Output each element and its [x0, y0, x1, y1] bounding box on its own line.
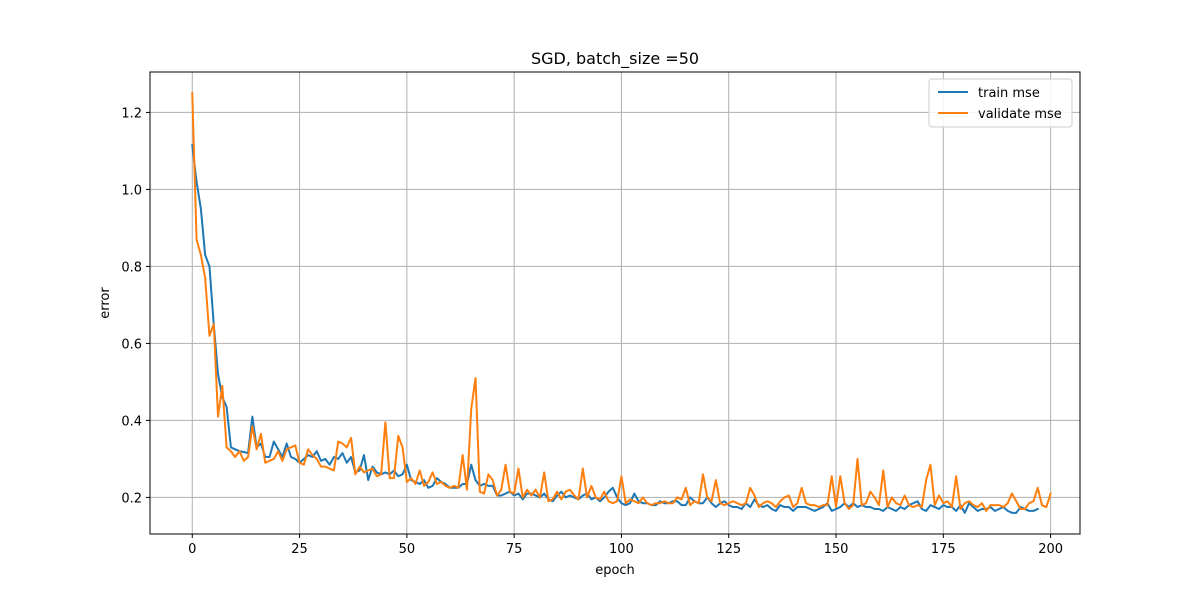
y-tick-label: 0.4 — [121, 414, 142, 429]
y-tick-label: 0.6 — [121, 337, 142, 352]
y-tick-label: 0.8 — [121, 260, 142, 275]
legend: train mse validate mse — [928, 78, 1073, 128]
x-tick-label: 50 — [399, 542, 416, 557]
x-tick-label: 125 — [716, 542, 741, 557]
x-tick-label: 175 — [931, 542, 956, 557]
y-tick-label: 0.2 — [121, 491, 142, 506]
x-tick-label: 0 — [188, 542, 196, 557]
y-axis-title: error — [98, 287, 113, 319]
series-line-train-mse — [191, 144, 1040, 514]
y-tick-label: 1.0 — [121, 183, 142, 198]
grid-lines — [150, 72, 1080, 534]
y-tick-label: 1.2 — [121, 106, 142, 121]
x-tick-label: 200 — [1038, 542, 1063, 557]
series-line-validate-mse — [191, 92, 1052, 512]
x-tick-label: 25 — [291, 542, 308, 557]
y-axis-ticks: 0.2 0.4 0.6 0.8 1.0 1.2 — [121, 106, 150, 506]
x-axis-ticks: 0 25 50 75 100 125 150 175 200 — [188, 534, 1063, 557]
x-tick-label: 75 — [506, 542, 523, 557]
legend-label: validate mse — [978, 107, 1062, 122]
chart-title: SGD, batch_size =50 — [531, 49, 699, 69]
series-lines — [191, 92, 1052, 514]
axes — [149, 71, 1081, 535]
x-axis-title: epoch — [595, 563, 635, 578]
x-tick-label: 100 — [609, 542, 634, 557]
legend-label: train mse — [978, 86, 1040, 101]
plot-frame — [149, 71, 1081, 535]
x-tick-label: 150 — [824, 542, 849, 557]
